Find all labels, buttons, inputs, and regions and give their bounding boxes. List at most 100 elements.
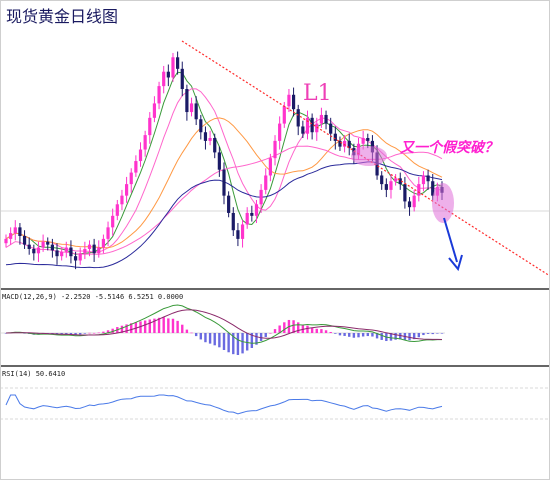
macd-bar [361, 333, 365, 337]
candle-body [394, 178, 398, 182]
macd-bar [343, 333, 346, 336]
candle-body [240, 224, 245, 239]
macd-bar [162, 317, 165, 333]
candle-body [208, 138, 212, 141]
candle-body [83, 248, 87, 254]
macd-bar [366, 333, 369, 337]
macd-bar [106, 330, 110, 333]
candle-body [347, 140, 351, 149]
candle-body [361, 138, 365, 144]
candle-body [199, 119, 203, 133]
trendline-l1 [181, 40, 550, 277]
candle-body [41, 241, 45, 248]
down-arrow-head [448, 254, 463, 272]
candle-body [73, 256, 78, 261]
macd-bar [320, 329, 323, 333]
macd-bar [338, 333, 342, 336]
candle-body [310, 117, 314, 133]
candle-body [111, 215, 115, 228]
candle-body [60, 251, 64, 257]
macd-bar [352, 333, 356, 338]
macd-bar [283, 322, 286, 333]
macd-bar [194, 333, 198, 337]
macd-bar [83, 333, 87, 334]
candle-body [329, 123, 333, 134]
candle-body [278, 123, 282, 141]
candle-body [134, 161, 138, 173]
candle-body [417, 184, 421, 196]
ma-mid-line [5, 88, 443, 253]
macd-bar [412, 333, 416, 340]
candle-body [338, 140, 342, 147]
macd-bar [65, 333, 68, 335]
candle-body [115, 204, 119, 216]
candle-body [254, 204, 259, 216]
candle-body [291, 94, 296, 110]
macd-bar [120, 325, 124, 333]
macd-bar [167, 318, 170, 333]
candle-body [50, 244, 54, 251]
candle-body [315, 123, 319, 133]
ma-slow-line [5, 117, 443, 249]
candles [4, 51, 444, 270]
candle-body [398, 178, 402, 185]
candle-body [18, 227, 22, 236]
candle-body [46, 241, 50, 245]
macd-bar [227, 333, 230, 353]
candle-body [152, 103, 157, 118]
macd-bar [208, 333, 212, 344]
macd-bar [4, 333, 8, 334]
candle-body [245, 212, 249, 225]
candle-body [259, 189, 263, 205]
candle-body [92, 244, 96, 254]
candle-body [4, 238, 8, 244]
candle-body [282, 106, 286, 124]
macd-bar [278, 325, 281, 333]
macd-bar [380, 333, 383, 340]
candle-body [213, 138, 217, 153]
macd-bar [255, 333, 258, 345]
candle-body [389, 181, 393, 190]
candle-body [120, 195, 124, 205]
candle-body [185, 89, 189, 113]
chart-title: 现货黄金日线图 [6, 7, 118, 26]
candle-body [407, 201, 412, 208]
candle-body [296, 109, 300, 127]
rsi-line [5, 394, 443, 415]
candle-body [217, 152, 221, 170]
candle-body [384, 184, 388, 190]
candle-body [124, 184, 129, 196]
macd-bar [348, 333, 351, 337]
candle-body [273, 140, 277, 159]
macd-bar [171, 318, 175, 333]
macd-bar [74, 333, 77, 335]
macd-bar [153, 318, 156, 333]
candle-body [13, 227, 17, 234]
candle-body [101, 238, 106, 248]
down-arrow-shaft [443, 217, 458, 263]
macd-bar [185, 329, 189, 333]
macd-bar [190, 332, 193, 334]
false-breakout-annotation: 又一个假突破？ [400, 139, 498, 156]
candle-body [268, 158, 272, 176]
candle-body [138, 149, 143, 162]
candle-body [55, 250, 59, 257]
macd-bar [139, 321, 142, 333]
candle-body [87, 244, 92, 249]
macd-bar [245, 333, 249, 351]
candle-body [333, 133, 337, 141]
macd-bar [111, 328, 114, 333]
macd-bar [417, 333, 421, 338]
macd-bar [143, 320, 147, 333]
candle-body [264, 175, 268, 190]
candle-body [236, 230, 240, 239]
macd-bar [218, 333, 221, 348]
macd-bar [273, 329, 277, 333]
candle-body [412, 195, 416, 208]
macd-bar [264, 333, 267, 338]
macd-bar [389, 333, 393, 341]
macd-bar [292, 320, 295, 333]
